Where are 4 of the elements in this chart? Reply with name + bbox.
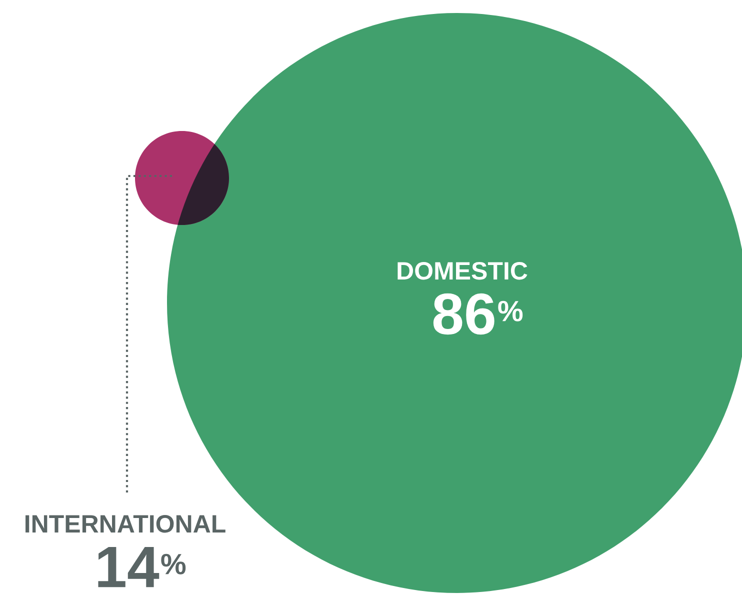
category-label: DOMESTIC [398, 262, 528, 280]
data-label: 86% [433, 293, 523, 335]
category-label: INTERNATIONAL [26, 515, 226, 533]
data-label: 14% [98, 546, 186, 588]
